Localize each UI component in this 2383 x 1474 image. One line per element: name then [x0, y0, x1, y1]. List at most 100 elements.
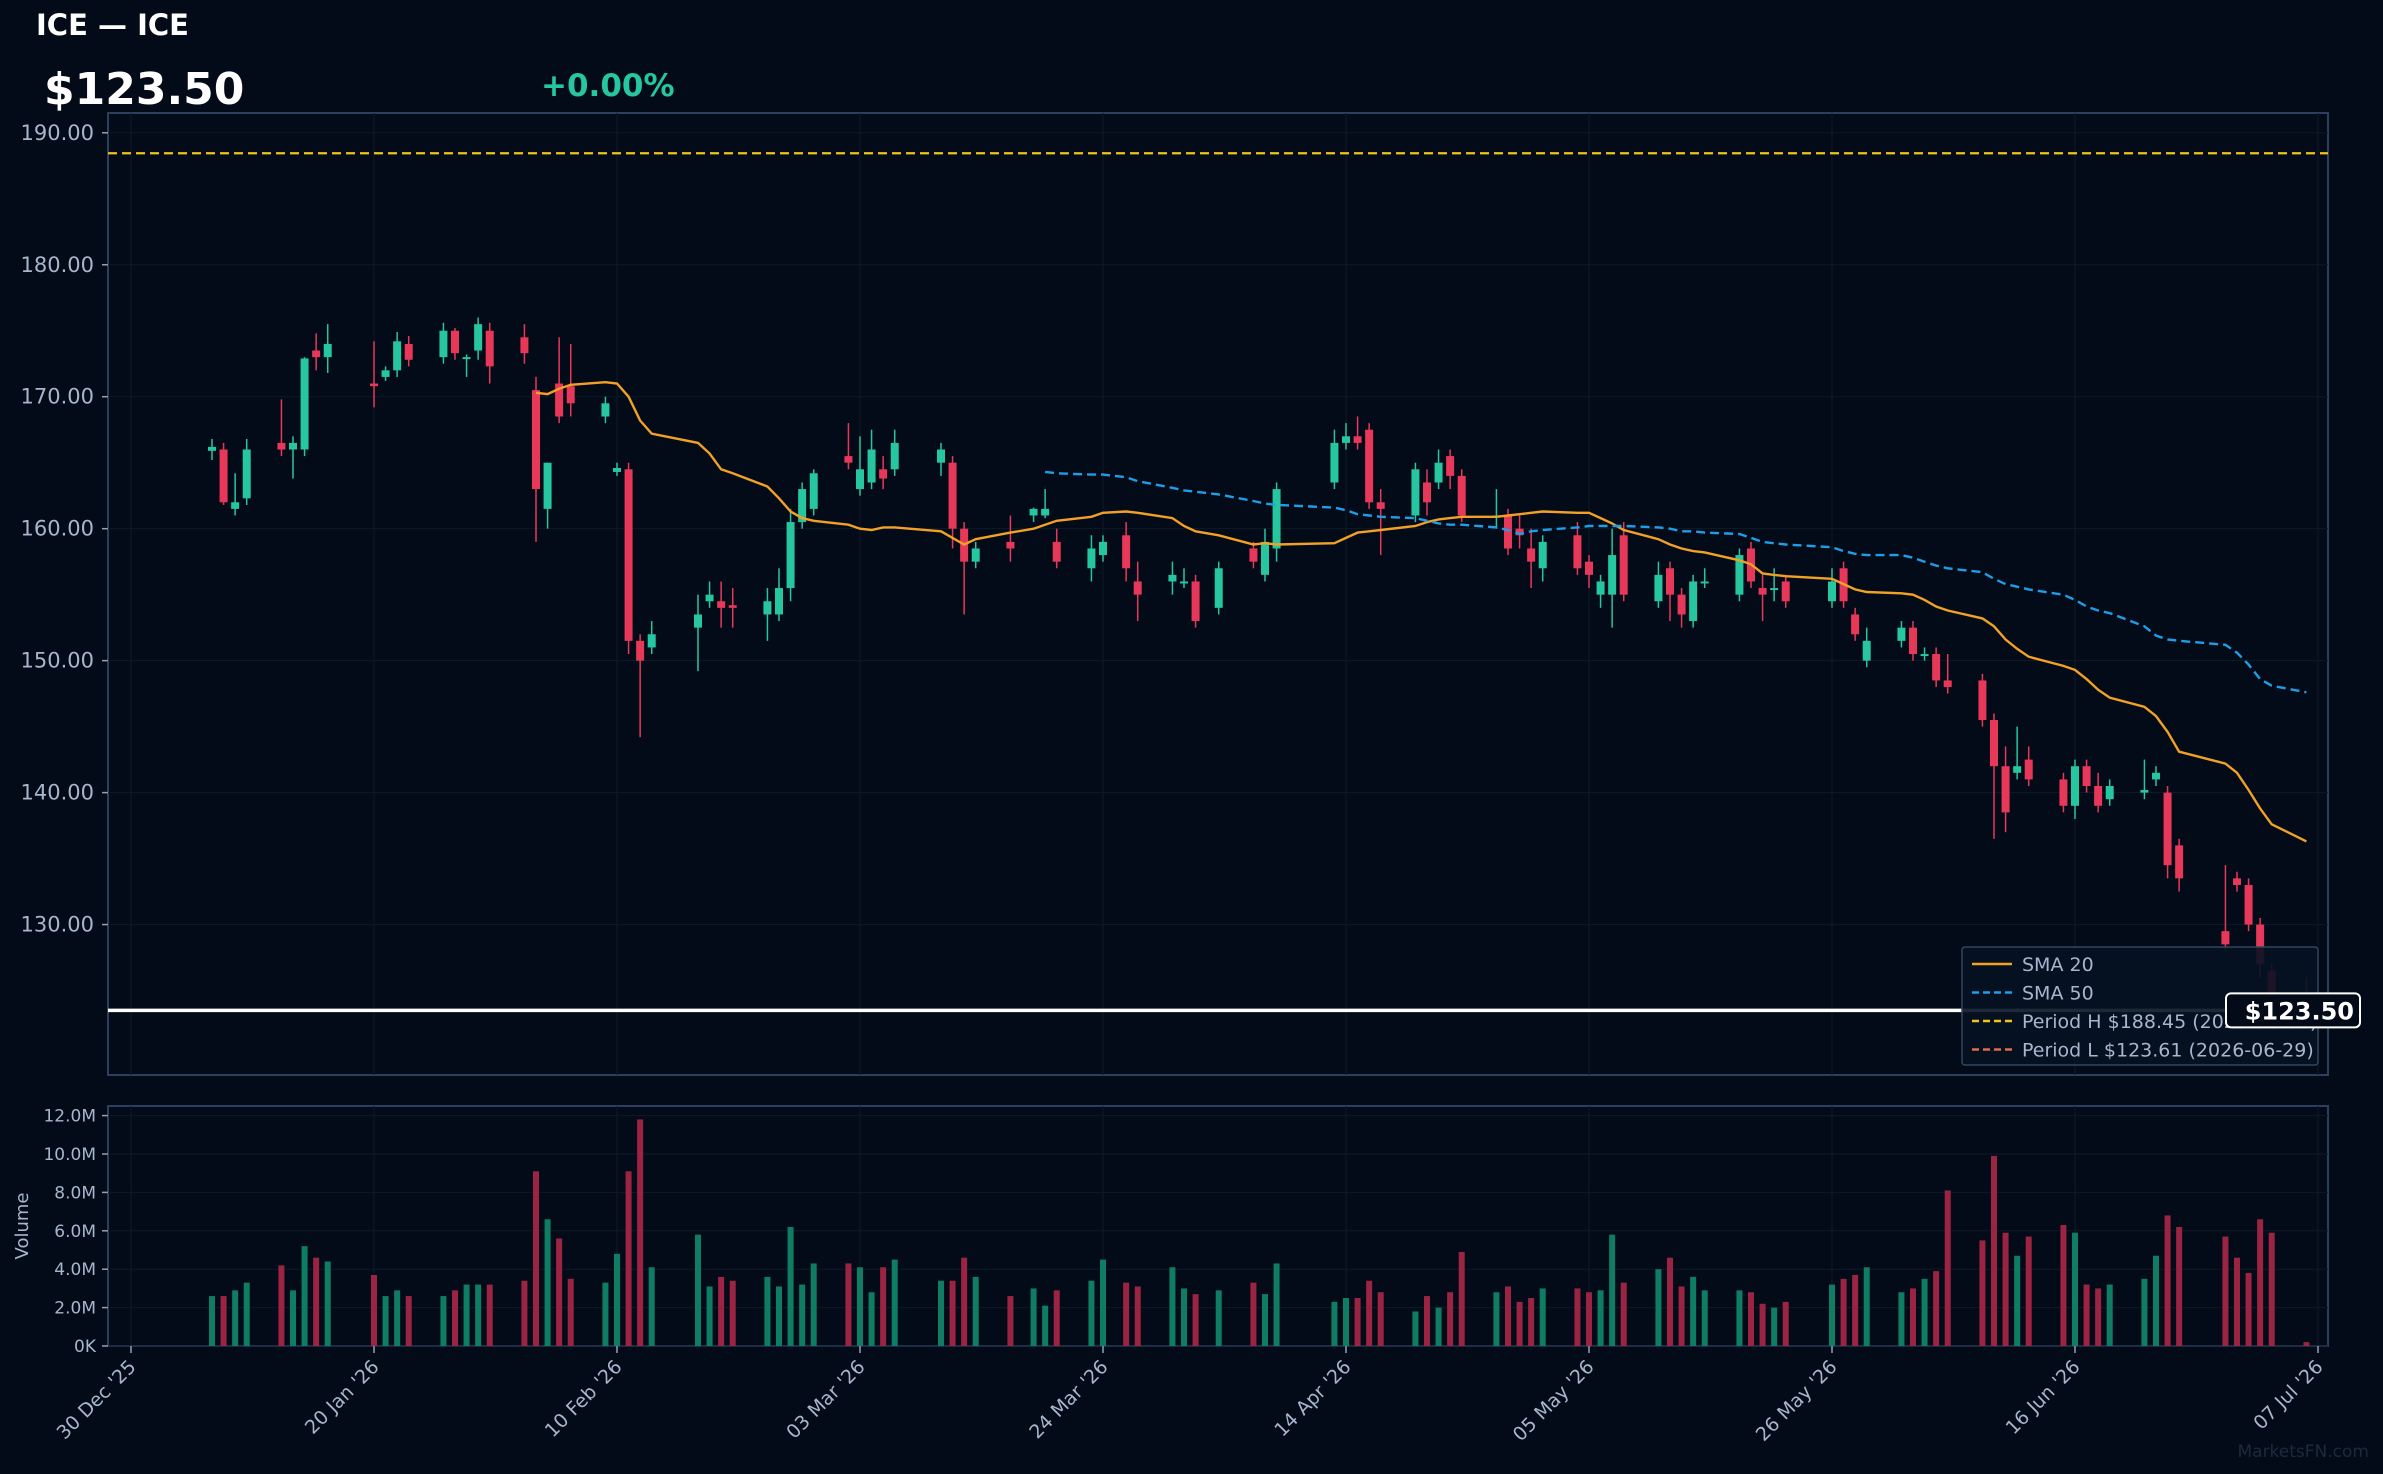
candle-body	[879, 469, 888, 479]
volume-bar	[475, 1284, 482, 1346]
candle-body	[381, 370, 390, 377]
volume-bar	[1250, 1282, 1257, 1346]
volume-bar	[2025, 1236, 2032, 1346]
watermark: MarketsFN.com	[2237, 1442, 2369, 1462]
candle-body	[242, 449, 251, 499]
volume-bar	[313, 1257, 320, 1346]
candle-body	[2024, 759, 2033, 780]
volume-bar	[1435, 1307, 1442, 1346]
candle-body	[1781, 581, 1790, 602]
volume-bar	[868, 1292, 875, 1346]
date-tick-label: 05 May '26	[1509, 1356, 1599, 1446]
volume-bar	[533, 1171, 539, 1346]
candle-body	[451, 330, 459, 354]
volume-bar	[2245, 1273, 2252, 1346]
candle-body	[300, 358, 309, 450]
volume-bar	[2268, 1232, 2275, 1346]
volume-bar	[695, 1234, 701, 1346]
candle-body	[1434, 462, 1443, 483]
volume-bar	[1528, 1298, 1535, 1346]
volume-bar	[405, 1296, 412, 1346]
candle-body	[636, 640, 645, 661]
volume-bar	[1458, 1251, 1465, 1346]
candle-body	[786, 522, 795, 589]
volume-bar	[706, 1286, 713, 1346]
candle-body	[1330, 442, 1339, 483]
candle-body	[520, 337, 529, 354]
volume-bar	[857, 1267, 863, 1346]
candle-body	[728, 605, 737, 608]
price-tick-label: 190.00	[21, 121, 94, 145]
candle-body	[763, 601, 772, 615]
candle-body	[1527, 548, 1536, 562]
candle-body	[231, 502, 240, 509]
candle-body	[1168, 574, 1177, 582]
candle-body	[844, 456, 853, 463]
volume-bar	[1447, 1292, 1454, 1346]
volume-tick-label: 6.0M	[54, 1222, 96, 1242]
candle-body	[1191, 581, 1200, 622]
candle-body	[775, 588, 783, 615]
volume-axis: 0K 2.0M 4.0M 6.0M 8.0M 10.0M 12.0M Volume	[12, 1107, 108, 1357]
volume-bar	[1620, 1282, 1627, 1346]
date-tick-label: 03 Mar '26	[782, 1356, 869, 1443]
volume-bar	[1574, 1288, 1581, 1346]
volume-bar	[1493, 1292, 1500, 1346]
candle-body	[1978, 680, 1987, 721]
candle-body	[2013, 766, 2022, 773]
volume-bar	[1979, 1240, 1986, 1346]
candle-body	[1990, 720, 1998, 767]
volume-bar	[1539, 1288, 1546, 1346]
volume-bar	[243, 1282, 250, 1346]
candle-body	[1862, 640, 1871, 661]
volume-bar	[301, 1246, 308, 1346]
candle-body	[219, 449, 228, 503]
volume-bar	[1343, 1298, 1349, 1346]
volume-bar	[2303, 1342, 2310, 1346]
date-tick-label: 14 Apr '26	[1270, 1356, 1355, 1441]
volume-bar	[2072, 1232, 2078, 1346]
candle-body	[208, 446, 216, 451]
volume-bar	[2002, 1232, 2009, 1346]
last-price-label: $123.50	[2225, 992, 2361, 1029]
volume-bar	[1829, 1284, 1835, 1346]
volume-bar	[1991, 1155, 1997, 1346]
candle-body	[1932, 654, 1941, 681]
candle-body	[2082, 766, 2091, 787]
volume-bar	[1944, 1190, 1951, 1346]
volume-bar	[2095, 1288, 2102, 1346]
volume-bar	[394, 1290, 401, 1346]
candle-body	[1700, 581, 1709, 584]
candle-body	[1666, 568, 1674, 595]
sma20-line	[535, 380, 2307, 843]
volume-bar	[787, 1226, 794, 1346]
candle-body	[2059, 779, 2068, 806]
volume-bar	[232, 1290, 239, 1346]
volume-bar	[1863, 1267, 1870, 1346]
candle-body	[1828, 581, 1836, 602]
volume-bar	[2083, 1284, 2090, 1346]
volume-bar	[1042, 1305, 1049, 1346]
volume-axis-label: Volume	[12, 1193, 33, 1260]
candle-body	[867, 449, 876, 483]
volume-bar	[1759, 1303, 1766, 1346]
candle-body	[2071, 766, 2079, 806]
candle-body	[798, 489, 807, 523]
candle-body	[555, 383, 564, 417]
volume-bar	[1597, 1290, 1604, 1346]
volume-bar	[718, 1276, 725, 1346]
volume-bar	[2153, 1255, 2159, 1346]
volume-bar	[1366, 1280, 1373, 1346]
volume-tick-label: 4.0M	[54, 1260, 96, 1280]
volume-tick-label: 8.0M	[54, 1183, 96, 1203]
volume-bar	[648, 1267, 655, 1346]
volume-bar	[2164, 1215, 2171, 1346]
candle-body	[1920, 654, 1929, 657]
volume-bar	[1667, 1257, 1673, 1346]
candle-body	[1342, 436, 1350, 443]
price-tick-label: 130.00	[21, 913, 94, 937]
volume-bar	[2222, 1236, 2229, 1346]
volume-bar	[949, 1280, 956, 1346]
volume-bar	[209, 1296, 215, 1346]
volume-bar	[1030, 1288, 1037, 1346]
